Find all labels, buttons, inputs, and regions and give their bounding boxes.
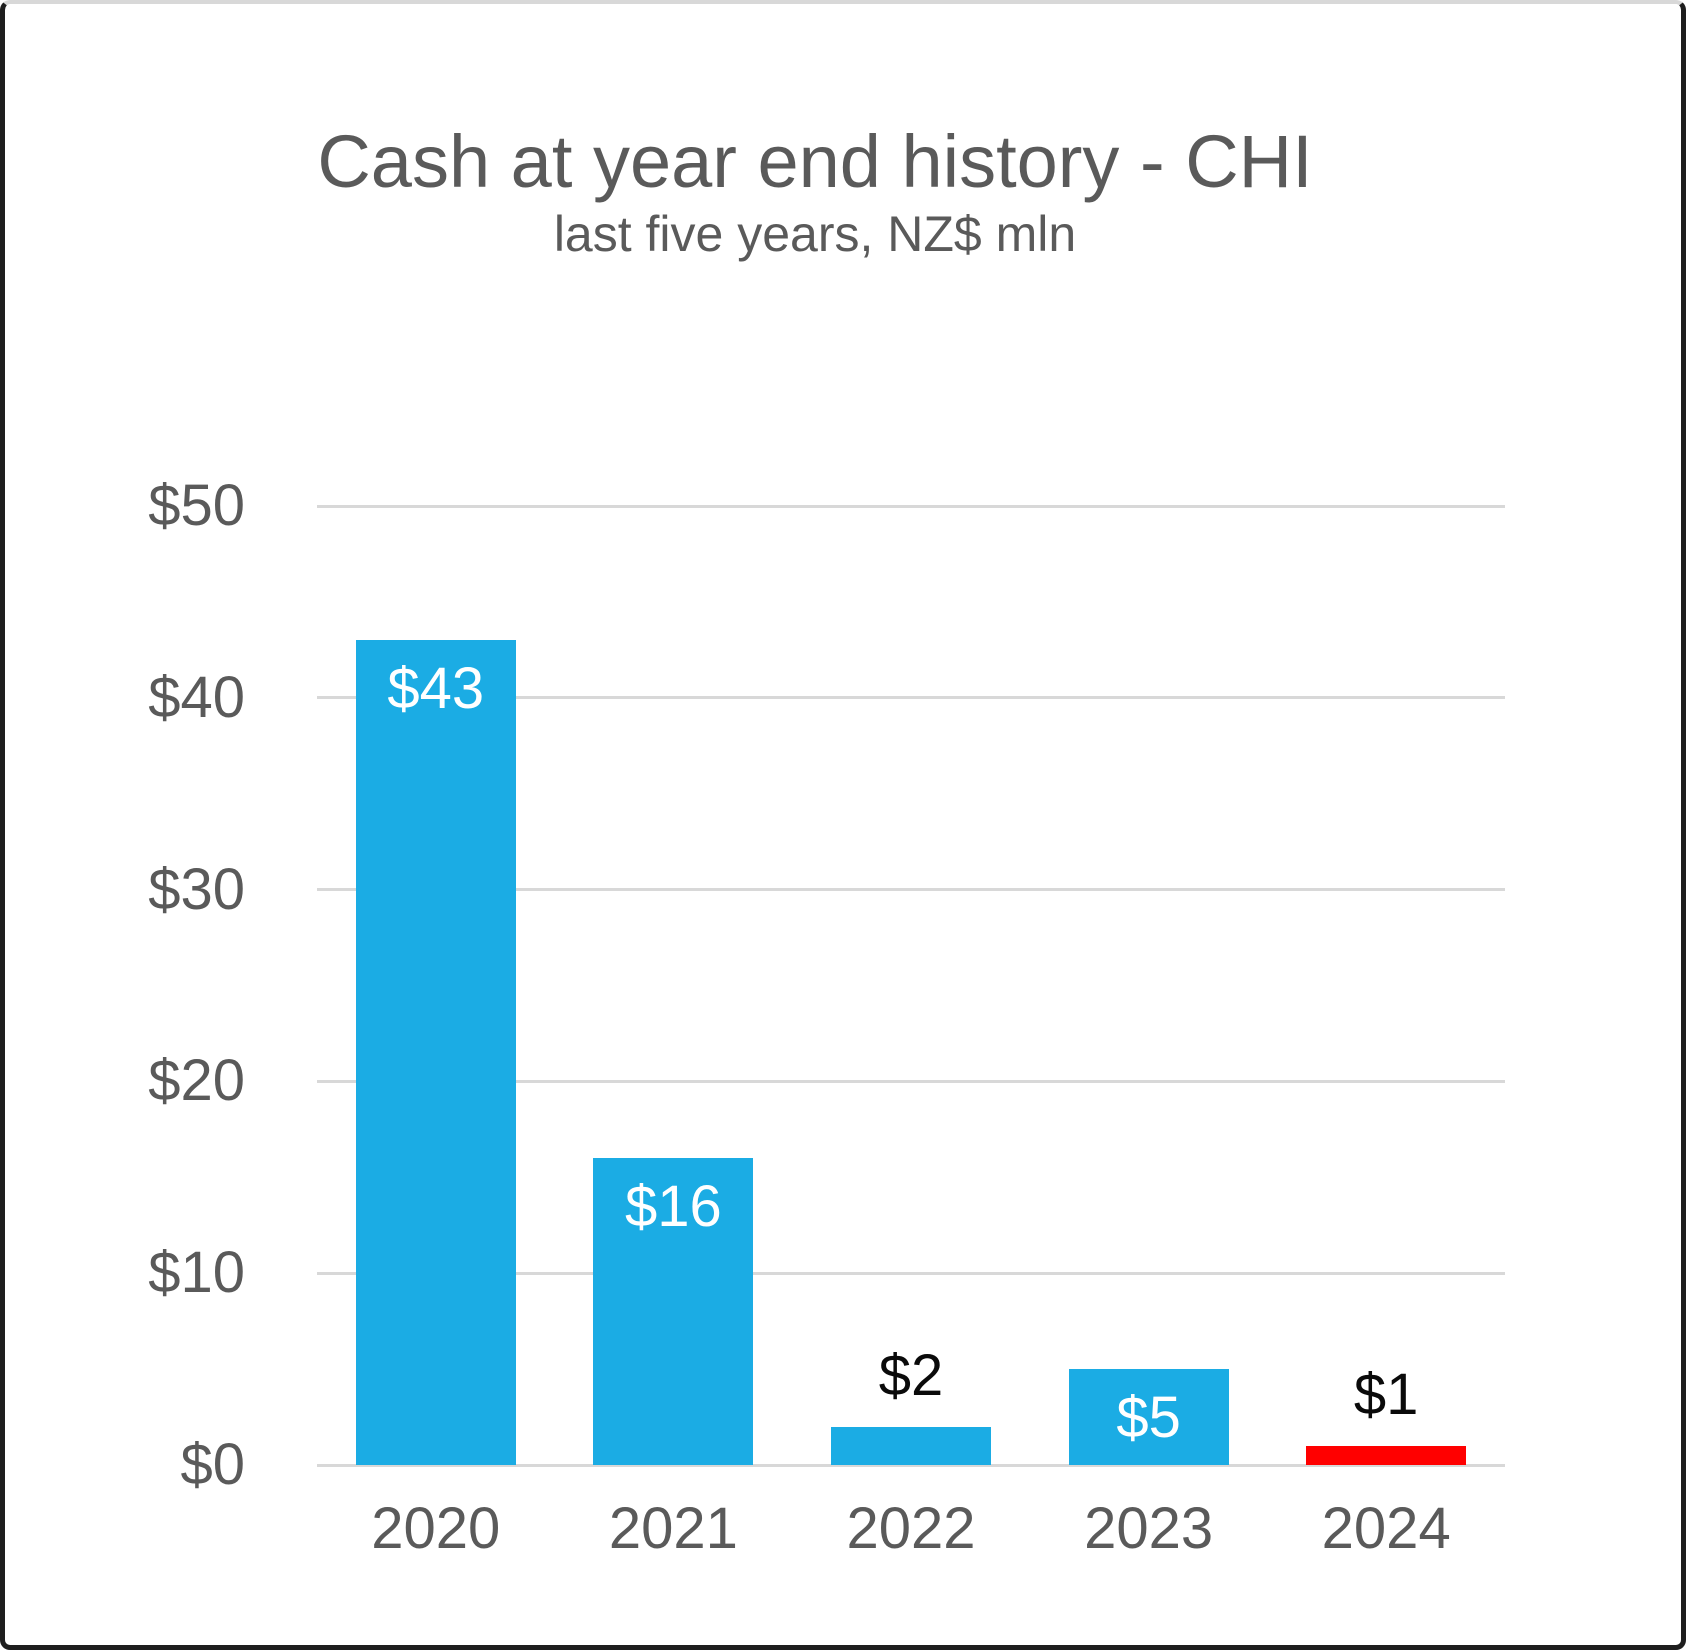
bar-2021: $16 xyxy=(593,1158,754,1465)
y-axis-label-30: $30 xyxy=(148,856,245,922)
chart: $43 $16 $2 $5 $1 $0 $10 $20 $30 $40 $50 2020 2021 20… xyxy=(5,477,1505,1558)
gridline-40 xyxy=(317,696,1505,700)
bar-value-label-2021: $16 xyxy=(625,1174,722,1240)
gridline-20 xyxy=(317,1079,1505,1083)
x-axis-label-2021: 2021 xyxy=(608,1496,738,1561)
bar-value-label-2024: $1 xyxy=(1353,1361,1419,1427)
x-axis-label-2020: 2020 xyxy=(371,1496,501,1561)
bar-value-label-2023: $5 xyxy=(1116,1385,1181,1451)
y-axis-label-50: $50 xyxy=(148,473,245,538)
bar-value-label-2020: $43 xyxy=(387,656,485,722)
x-axis-label-2022: 2022 xyxy=(846,1496,976,1561)
y-axis-label-0: $0 xyxy=(180,1432,245,1497)
y-axis-label-10: $10 xyxy=(148,1240,245,1306)
y-axis-label-20: $20 xyxy=(148,1048,245,1114)
gridline-30 xyxy=(317,888,1505,892)
x-axis-label-2023: 2023 xyxy=(1084,1496,1214,1561)
plot-area: $43 $16 $2 $5 $1 xyxy=(317,504,1505,1467)
bar-2024: $1 xyxy=(1306,1365,1467,1465)
y-axis-label-40: $40 xyxy=(148,664,245,730)
chart-title: Cash at year end history - CHI xyxy=(317,120,1313,203)
gridline-50 xyxy=(317,504,1505,508)
bar-2020: $43 xyxy=(355,640,516,1465)
chart-subtitle: last five years, NZ$ mln xyxy=(553,206,1077,263)
x-axis-label-2024: 2024 xyxy=(1321,1496,1451,1561)
gridline-0 xyxy=(317,1463,1505,1467)
bar-2023: $5 xyxy=(1068,1369,1229,1465)
gridline-10 xyxy=(317,1271,1505,1275)
chart-header: Cash at year end history - CHI last five… xyxy=(5,4,1681,264)
bar-2022: $2 xyxy=(831,1346,991,1465)
bar-value-label-2022: $2 xyxy=(878,1342,944,1408)
